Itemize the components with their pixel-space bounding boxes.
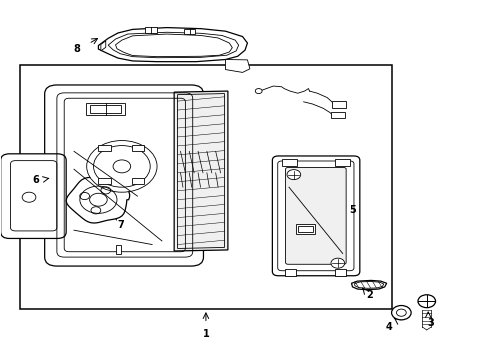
Text: 3: 3 bbox=[427, 319, 434, 328]
FancyBboxPatch shape bbox=[0, 154, 66, 238]
Bar bbox=[20, 65, 392, 309]
FancyBboxPatch shape bbox=[45, 85, 203, 266]
Text: 1: 1 bbox=[202, 329, 209, 339]
Polygon shape bbox=[225, 59, 250, 72]
FancyBboxPatch shape bbox=[286, 167, 346, 264]
Bar bbox=[98, 178, 111, 184]
Bar bbox=[335, 159, 350, 166]
Bar bbox=[332, 101, 345, 108]
Circle shape bbox=[255, 89, 262, 94]
Circle shape bbox=[392, 306, 411, 320]
Polygon shape bbox=[174, 91, 228, 251]
Circle shape bbox=[87, 140, 157, 192]
Bar bbox=[296, 224, 316, 234]
Bar bbox=[116, 244, 122, 253]
Text: 4: 4 bbox=[386, 322, 392, 332]
Text: 6: 6 bbox=[32, 175, 39, 185]
Circle shape bbox=[287, 170, 301, 180]
Bar bbox=[98, 145, 111, 151]
Circle shape bbox=[113, 160, 131, 173]
Bar bbox=[298, 226, 313, 232]
Circle shape bbox=[331, 258, 344, 268]
Bar bbox=[184, 29, 195, 35]
Bar bbox=[331, 112, 344, 118]
Text: 5: 5 bbox=[349, 206, 356, 216]
Bar bbox=[90, 105, 122, 113]
Bar bbox=[132, 178, 144, 184]
Bar bbox=[145, 27, 157, 33]
Text: 8: 8 bbox=[73, 44, 80, 54]
Polygon shape bbox=[351, 280, 387, 290]
Polygon shape bbox=[98, 28, 247, 62]
Circle shape bbox=[418, 295, 436, 308]
Text: 2: 2 bbox=[366, 290, 373, 300]
Polygon shape bbox=[101, 41, 106, 51]
Bar bbox=[282, 159, 297, 166]
Bar bbox=[86, 103, 125, 116]
Text: 7: 7 bbox=[117, 220, 124, 230]
Polygon shape bbox=[66, 177, 130, 223]
Bar bbox=[285, 269, 296, 276]
Bar bbox=[335, 269, 346, 276]
FancyBboxPatch shape bbox=[272, 156, 360, 276]
Bar bbox=[132, 145, 144, 151]
